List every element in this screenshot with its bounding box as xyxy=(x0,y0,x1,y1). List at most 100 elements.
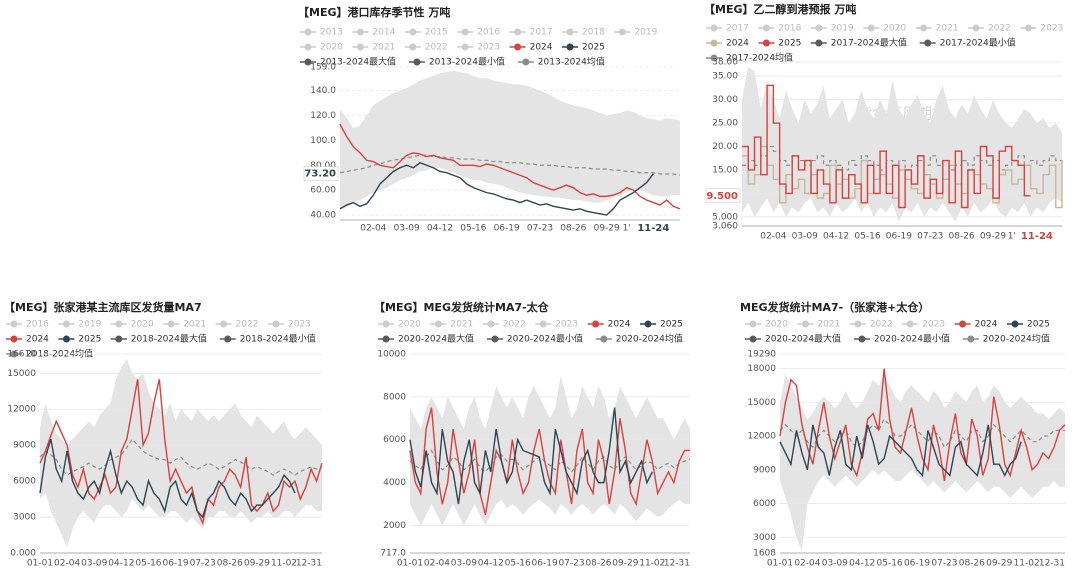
legend-item: 2018-2024均值 xyxy=(6,348,93,360)
x-tick-label: 06-19 xyxy=(886,232,912,242)
x-tick-label: 12-31 xyxy=(664,559,690,569)
legend-marker xyxy=(710,54,718,62)
legend-item: 2020 xyxy=(378,320,421,330)
y-tick-label: 20.00 xyxy=(712,142,738,152)
legend-marker xyxy=(487,320,495,328)
legend-marker xyxy=(461,43,469,51)
x-tick-label: 11-24 xyxy=(637,223,669,234)
x-tick-label: 06-19 xyxy=(494,224,520,234)
x-tick-label: 07-23 xyxy=(558,559,584,569)
legend-item: 2020-2024均值 xyxy=(595,333,683,345)
x-tick-label: 04-12 xyxy=(427,224,453,234)
legend-item: 2017 xyxy=(509,28,553,38)
legend-item: 2022 xyxy=(849,320,893,330)
chart-title: 【MEG】港口库存季节性 万吨 xyxy=(298,5,450,19)
legend-label: 2020 xyxy=(131,320,154,330)
y-tick-label: 19290 xyxy=(747,350,776,360)
legend-item: 2025 xyxy=(640,320,683,330)
legend-item: 2024 xyxy=(509,43,553,53)
x-tick-label: 02-04 xyxy=(424,559,450,569)
legend-item: 2013 xyxy=(300,28,343,38)
legend-label: 2024 xyxy=(608,320,631,330)
legend-marker xyxy=(304,28,312,36)
y-tick-label: 15.00 xyxy=(712,165,738,175)
legend-item: 2019 xyxy=(58,320,102,330)
chart-title: 【MEG】张家港某主流库区发货量MA7 xyxy=(4,300,202,314)
x-tick-label: 04-12 xyxy=(823,232,849,242)
x-tick-label: 02-04 xyxy=(360,224,386,234)
series-line xyxy=(409,407,653,505)
legend-label: 2017-2024最大值 xyxy=(831,37,907,49)
legend-label: 2025 xyxy=(778,39,801,49)
legend-item: 2013-2024最大值 xyxy=(300,56,396,68)
legend-item: 2018-2024最大值 xyxy=(110,333,207,345)
legend-label: 2023 xyxy=(477,43,500,53)
legend-marker xyxy=(600,335,608,343)
series-line xyxy=(742,84,1031,209)
legend-marker xyxy=(514,43,522,51)
legend-item: 2017-2024均值 xyxy=(706,52,793,64)
x-tick-label: 05-16 xyxy=(460,224,486,234)
legend-label: 2024 xyxy=(530,43,553,53)
legend-marker xyxy=(514,28,522,36)
legend-item: 2020-2024最小值 xyxy=(486,333,583,345)
x-tick-label: 08-26 xyxy=(217,559,243,569)
legend-item: 2020-2024均值 xyxy=(962,333,1050,345)
legend-marker xyxy=(539,320,547,328)
legend-marker xyxy=(710,24,718,32)
legend-marker xyxy=(434,320,442,328)
legend-label: 2022 xyxy=(236,320,259,330)
legend-item: 2019 xyxy=(810,24,854,34)
legend-marker xyxy=(967,335,975,343)
legend-item: 2023 xyxy=(1020,24,1063,34)
legend-label: 2019 xyxy=(831,24,854,34)
legend-label: 2021 xyxy=(183,320,206,330)
legend-item: 2025 xyxy=(758,39,801,49)
y-tick-label: 16610 xyxy=(7,350,36,360)
y-tick-label: 3000 xyxy=(753,533,776,543)
y-tick-label: 40.00 xyxy=(310,211,336,221)
legend-label: 2020-2024最大值 xyxy=(765,333,841,345)
x-tick-label: 06-19 xyxy=(532,559,558,569)
x-tick-label: 04-12 xyxy=(478,559,504,569)
x-tick-label: 04-12 xyxy=(849,559,875,569)
legend-label: 2024 xyxy=(26,335,49,345)
x-tick-label: 02-04 xyxy=(794,559,820,569)
legend-label: 2013-2024均值 xyxy=(538,56,605,68)
legend-label: 2019 xyxy=(634,28,657,38)
legend-label: 2020-2024最大值 xyxy=(398,333,474,345)
series-line xyxy=(39,379,323,526)
y-tick-label: 6000 xyxy=(753,499,776,509)
chart-panel: 【MEG】乙二醇到港预报 万吨 2017 2018 2019 2020 2021 2022 2… xyxy=(704,2,1063,242)
legend-marker xyxy=(618,28,626,36)
chart-panel: MEG发货统计MA7-（张家港+太仓） 2020 2021 2022 2023 2024 2… xyxy=(740,300,1066,569)
legend-label: 2018 xyxy=(582,28,605,38)
x-tick-label: 11-02 xyxy=(1014,559,1040,569)
x-tick-label: 12-31 xyxy=(1039,559,1065,569)
legend-marker xyxy=(924,39,932,47)
legend-label: 2019 xyxy=(78,320,101,330)
legend-marker xyxy=(1024,24,1032,32)
chart-title: 【MEG】MEG发货统计MA7-太仓 xyxy=(374,300,550,314)
chart-panel: 【MEG】港口库存季节性 万吨 2013 2014 2015 2016 2017 2018 2… xyxy=(298,5,681,234)
legend-item: 2024 xyxy=(954,320,998,330)
legend-label: 2018-2024最小值 xyxy=(240,333,316,345)
x-tick-label: 05-16 xyxy=(505,559,531,569)
legend-item: 2023 xyxy=(268,320,311,330)
legend-item: 2023 xyxy=(535,320,578,330)
legend-label: 2021 xyxy=(450,320,473,330)
y-tick-label: 2000 xyxy=(383,521,406,531)
legend-label: 2018-2024均值 xyxy=(26,348,93,360)
x-tick-label: 11-24 xyxy=(1021,231,1053,242)
series-line xyxy=(779,368,1066,482)
x-tick-label: 07-23 xyxy=(527,224,553,234)
y-tick-label: 5.000 xyxy=(712,212,738,222)
x-tick-label: 08-26 xyxy=(560,224,586,234)
legend-label: 2016 xyxy=(26,320,49,330)
legend-marker xyxy=(906,320,914,328)
legend-marker xyxy=(382,335,390,343)
y-tick-label: 9000 xyxy=(13,441,36,451)
legend-item: 2024 xyxy=(587,320,631,330)
legend-item: 2018-2024最小值 xyxy=(219,333,316,345)
legend-label: 2022 xyxy=(425,43,448,53)
